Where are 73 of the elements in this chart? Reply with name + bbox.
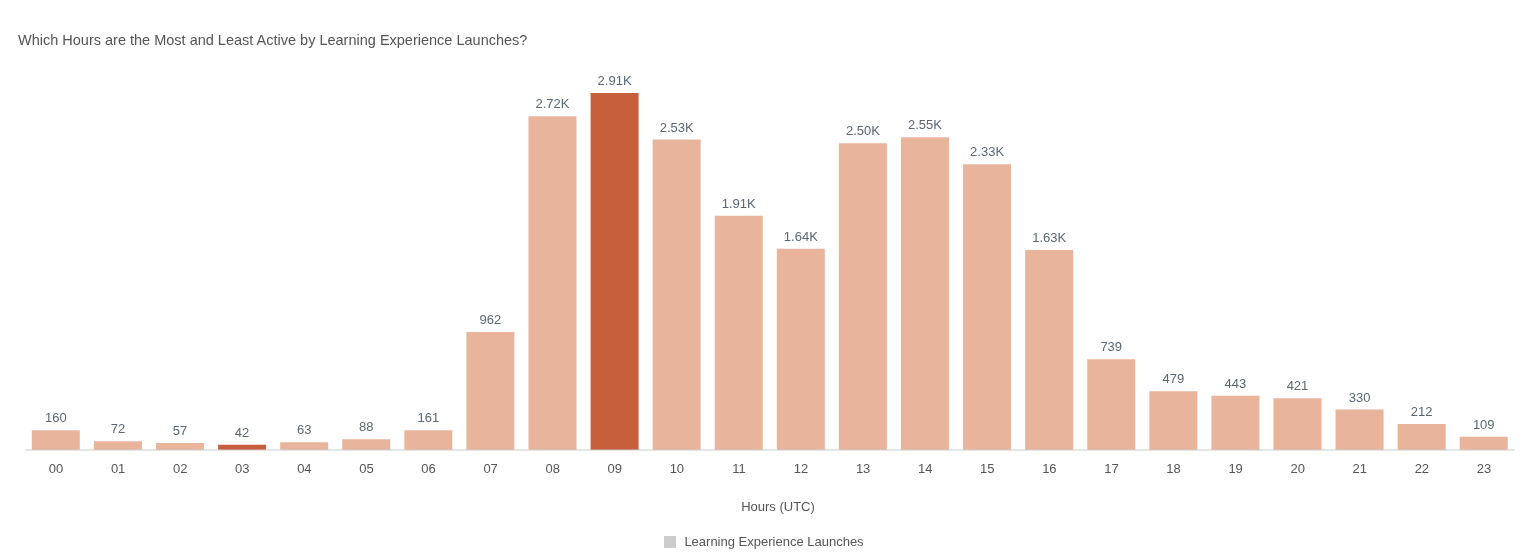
x-tick-label: 03	[235, 461, 250, 477]
data-label: 2.55K	[908, 117, 943, 133]
x-tick-label: 05	[359, 461, 374, 477]
data-label: 479	[1162, 371, 1185, 387]
bar	[404, 430, 453, 450]
data-label: 2.72K	[535, 96, 570, 112]
data-label: 57	[172, 423, 188, 439]
data-label: 160	[44, 410, 67, 426]
x-tick-label: 13	[855, 461, 871, 477]
data-label: 443	[1224, 375, 1247, 391]
x-tick-label: 08	[545, 461, 560, 477]
data-label: 212	[1410, 403, 1433, 419]
x-tick-label: 15	[980, 461, 995, 477]
data-label: 1.91K	[721, 195, 757, 211]
x-tick-label: 21	[1352, 461, 1368, 477]
x-tick-label: 14	[917, 461, 933, 477]
x-tick-label: 12	[793, 461, 809, 477]
bar	[528, 116, 577, 450]
bar	[652, 139, 701, 450]
bar	[1211, 395, 1260, 450]
x-tick-label: 19	[1228, 461, 1243, 477]
bar	[1459, 436, 1508, 450]
bar	[776, 248, 825, 450]
bar	[342, 439, 391, 450]
bar	[466, 331, 515, 450]
data-label: 161	[417, 410, 440, 426]
data-label: 72	[110, 421, 126, 437]
chart-title: Which Hours are the Most and Least Active by Learning Experience Launches?	[18, 32, 528, 48]
bar	[963, 164, 1012, 450]
x-tick-label: 06	[421, 461, 436, 477]
data-label: 42	[234, 424, 250, 440]
x-tick-label: 02	[172, 461, 188, 477]
data-label: 1.63K	[1032, 230, 1067, 246]
x-axis-title: Hours (UTC)	[740, 499, 816, 514]
bar	[93, 441, 142, 450]
x-tick-label: 23	[1476, 461, 1492, 477]
x-tick-label: 00	[48, 461, 64, 477]
bar	[1087, 359, 1136, 450]
bar	[838, 143, 887, 450]
data-label: 63	[296, 422, 312, 438]
bar	[1025, 250, 1074, 450]
bar	[31, 430, 80, 450]
bar	[714, 215, 763, 450]
data-label: 739	[1100, 339, 1123, 355]
data-label: 2.33K	[970, 144, 1005, 160]
data-label: 962	[479, 311, 502, 327]
bar	[1149, 391, 1198, 450]
bar	[901, 137, 949, 450]
x-tick-label: 01	[110, 461, 126, 477]
x-tick-label: 09	[607, 461, 623, 477]
x-tick-label: 04	[297, 461, 312, 477]
x-tick-label: 16	[1042, 461, 1057, 477]
x-tick-label: 22	[1414, 461, 1430, 477]
bar	[590, 93, 639, 450]
data-label: 2.50K	[845, 123, 881, 139]
data-label: 109	[1472, 416, 1495, 432]
data-label: 1.64K	[783, 228, 819, 244]
x-tick-label: 17	[1104, 461, 1119, 477]
x-tick-label: 11	[732, 461, 746, 477]
text: Learning Experience Launches	[683, 534, 864, 549]
data-label: 421	[1286, 378, 1309, 394]
data-label: 2.53K	[659, 119, 694, 135]
x-tick-label: 07	[483, 461, 498, 477]
data-label: 330	[1348, 389, 1371, 405]
x-tick-label: 10	[669, 461, 685, 477]
x-tick-label: 20	[1290, 461, 1305, 477]
bar	[1397, 423, 1446, 450]
data-label: 2.91K	[597, 73, 632, 88]
data-label: 88	[359, 419, 374, 435]
x-tick-label: 18	[1166, 461, 1181, 477]
bar	[1335, 409, 1384, 450]
bar	[280, 442, 329, 450]
bar	[1273, 398, 1322, 450]
